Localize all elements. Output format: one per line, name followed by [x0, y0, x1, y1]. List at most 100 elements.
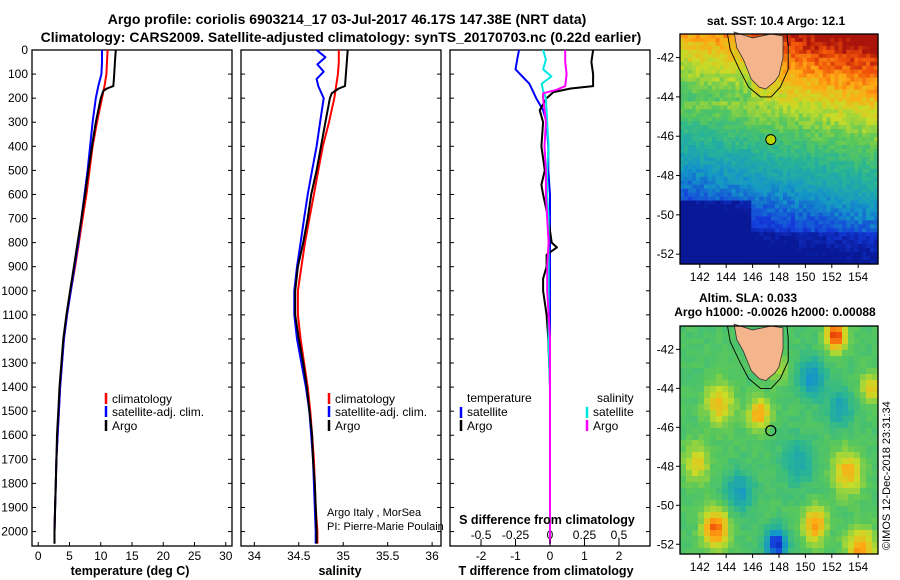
map-cell: [686, 512, 693, 519]
map-cell: [822, 97, 828, 103]
map-cell: [870, 160, 875, 166]
map-cell: [767, 200, 772, 206]
map-cell: [854, 452, 861, 459]
map-cell: [686, 416, 693, 423]
map-cell: [758, 548, 765, 555]
map-cell: [842, 428, 849, 435]
map-cell: [686, 494, 693, 501]
map-cell: [695, 41, 701, 47]
map-cell: [716, 494, 723, 501]
map-cell: [707, 208, 713, 214]
map-cell: [872, 392, 879, 399]
map-cell: [727, 164, 733, 170]
map-cell: [686, 482, 693, 489]
map-cell: [759, 113, 764, 118]
map-cell: [680, 184, 685, 190]
map-cell: [703, 53, 709, 59]
map-cell: [740, 350, 747, 357]
map-cell: [739, 256, 744, 261]
map-cell: [699, 41, 705, 47]
map-cell: [806, 97, 812, 103]
map-cell: [842, 476, 849, 483]
map-cell: [692, 344, 699, 351]
legend-label-satellite: satellite-adj. clim.: [112, 405, 204, 419]
map-cell: [850, 160, 855, 166]
map-cell: [846, 260, 851, 265]
map-cell: [866, 236, 871, 241]
map-cell: [752, 512, 759, 519]
map-cell: [711, 228, 717, 233]
map-cell: [830, 410, 837, 417]
map-cell: [854, 398, 861, 405]
map-cell: [802, 164, 808, 170]
map-cell: [739, 236, 744, 241]
map-cell: [788, 452, 795, 459]
map-cell: [695, 57, 701, 63]
map-cell: [822, 109, 828, 114]
map-cell: [858, 69, 863, 75]
map-cell: [858, 34, 863, 39]
map-cell: [747, 164, 752, 170]
map-cell: [767, 145, 772, 150]
map-cell: [727, 156, 733, 162]
map-cell: [710, 434, 717, 441]
map-cell: [747, 172, 752, 178]
map-cell: [770, 518, 777, 525]
map-cell: [842, 228, 847, 233]
map-cell: [838, 77, 843, 83]
map-cell: [752, 530, 759, 537]
map-cell: [874, 85, 879, 91]
map-cell: [830, 452, 837, 459]
map-cell: [735, 133, 740, 138]
x-tick-label: -1: [510, 549, 521, 563]
map-cell: [715, 89, 721, 95]
map-cell: [707, 89, 713, 95]
map-cell: [743, 236, 748, 241]
map-cell: [723, 117, 729, 122]
map-cell: [683, 256, 689, 261]
map-cell: [775, 97, 780, 103]
map-cell: [680, 488, 687, 495]
map-cell: [870, 109, 875, 114]
map-cell: [872, 542, 879, 549]
map-cell: [866, 184, 871, 190]
map-cell: [842, 398, 849, 405]
map-cell: [794, 476, 801, 483]
depth-tick-label: 1800: [1, 476, 28, 490]
map-cell: [771, 256, 776, 261]
map-cell: [870, 89, 875, 95]
map-cell: [695, 45, 701, 51]
map-cell: [698, 350, 705, 357]
map-cell: [862, 224, 867, 229]
map-cell: [704, 350, 711, 357]
map-cell: [862, 176, 867, 182]
map-cell: [770, 416, 777, 423]
map-cell: [710, 362, 717, 369]
map-cell: [767, 101, 772, 106]
map-cell: [710, 494, 717, 501]
map-cell: [810, 180, 816, 186]
map-cell: [830, 240, 836, 245]
map-cell: [782, 470, 789, 477]
map-cell: [698, 518, 705, 525]
map-cell: [735, 141, 740, 146]
map-cell: [719, 77, 725, 83]
map-cell: [771, 81, 776, 87]
map-cell: [711, 73, 717, 79]
map-cell: [782, 93, 788, 99]
map-cell: [848, 542, 855, 549]
map-cell: [695, 145, 701, 150]
map-cell: [786, 41, 792, 47]
map-cell: [775, 204, 780, 210]
map-cell: [727, 137, 733, 142]
map-cell: [723, 164, 729, 170]
map-cell: [683, 160, 689, 166]
legend-label-argo: Argo: [335, 419, 361, 433]
map-cell: [687, 240, 693, 245]
map-cell: [764, 458, 771, 465]
map-cell: [790, 105, 796, 110]
map-cell: [707, 105, 713, 110]
map-cell: [707, 228, 713, 233]
map-cell: [838, 93, 843, 99]
map-cell: [822, 57, 828, 63]
